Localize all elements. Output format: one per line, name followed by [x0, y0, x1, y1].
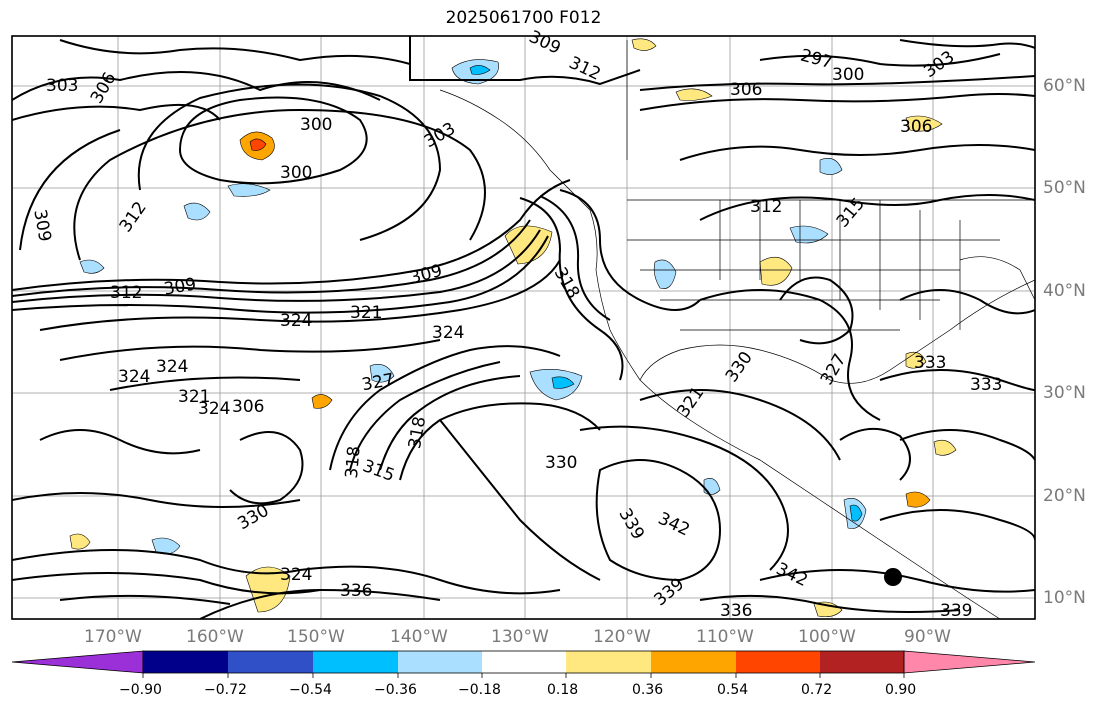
negative-area [183, 202, 211, 221]
contour-label: 312 [750, 197, 782, 217]
colorbar-tick-label: −0.36 [374, 682, 417, 698]
colorbar-tick-label: 0.90 [885, 682, 917, 698]
contour-label: 339 [940, 601, 972, 621]
contour-label: 324 [432, 323, 464, 343]
lon-label: 160°W [186, 627, 244, 647]
positive-area [311, 394, 333, 409]
contour-label: 336 [720, 601, 752, 621]
lon-label: 110°W [696, 627, 754, 647]
contour-lines [12, 36, 1035, 619]
lon-label: 120°W [593, 627, 651, 647]
colorbar-tick-label: −0.90 [119, 682, 162, 698]
contour-label: 321 [178, 387, 210, 407]
positive-area [905, 491, 931, 508]
negative-area [79, 259, 105, 274]
negative-area [849, 504, 863, 522]
lon-label: 130°W [491, 627, 549, 647]
colorbar-tick-label: 0.72 [801, 682, 833, 698]
colorbar-segment [143, 651, 228, 673]
negative-area [227, 183, 271, 197]
negative-area [369, 364, 395, 383]
coastlines [439, 40, 1035, 619]
lon-label: 100°W [798, 627, 856, 647]
lon-label: 140°W [390, 627, 448, 647]
colorbar-tick-label: −0.72 [204, 682, 247, 698]
positive-area [759, 256, 793, 286]
contour-label: 303 [46, 76, 78, 96]
map-frame [11, 35, 1036, 620]
colorbar-tick-label: 0.18 [547, 682, 579, 698]
contour-label: 324 [118, 367, 150, 387]
graticule [12, 36, 1035, 619]
lat-label: 60°N [1043, 76, 1086, 96]
contour-label: 300 [280, 163, 312, 183]
colorbar-segment [313, 651, 398, 673]
colorbar-tick-label: −0.54 [289, 682, 332, 698]
contour-label: 300 [832, 65, 864, 85]
negative-area [819, 158, 843, 175]
negative-area [703, 478, 721, 495]
positive-area [249, 138, 267, 151]
map-title: 2025061700 F012 [445, 8, 602, 28]
storm-marker [884, 568, 902, 586]
contour-label: 318 [342, 445, 365, 479]
positive-area [631, 38, 657, 51]
lat-label: 10°N [1043, 588, 1086, 608]
contour-label: 312 [110, 283, 142, 303]
positive-area [933, 439, 957, 456]
lat-label: 40°N [1043, 281, 1086, 301]
contour-label: 324 [280, 565, 312, 585]
lat-label: 50°N [1043, 178, 1086, 198]
colorbar-segment [736, 651, 820, 673]
lon-label: 150°W [287, 627, 345, 647]
colorbar-tick-label: 0.54 [717, 682, 749, 698]
colorbar-segment [566, 651, 651, 673]
positive-area [675, 88, 713, 101]
lat-label: 20°N [1043, 486, 1086, 506]
contour-label: 306 [900, 117, 932, 137]
contour-label: 336 [340, 581, 372, 601]
negative-area [469, 65, 491, 75]
shaded-areas [69, 38, 957, 618]
lon-label: 90°W [904, 627, 951, 647]
negative-area [551, 376, 575, 389]
colorbar-segment [820, 651, 904, 673]
contour-label: 324 [198, 399, 230, 419]
contour-label: 333 [970, 375, 1002, 395]
positive-area [245, 566, 291, 613]
colorbar-segment [228, 651, 313, 673]
colorbar [11, 650, 1036, 678]
negative-area [653, 259, 677, 289]
lon-label: 170°W [84, 627, 142, 647]
contour-label: 330 [545, 453, 577, 473]
contour-label: 321 [350, 303, 382, 323]
contour-label: 306 [232, 397, 264, 417]
contour-label: 333 [914, 353, 946, 373]
colorbar-tick-label: 0.36 [632, 682, 664, 698]
positive-area [905, 115, 943, 132]
contour-label: 324 [280, 311, 312, 331]
contour-label: 324 [156, 357, 188, 377]
positive-area [69, 533, 91, 550]
contour-label: 306 [730, 80, 762, 100]
colorbar-segment [398, 651, 482, 673]
colorbar-tick-label: −0.18 [458, 682, 501, 698]
colorbar-extend-left [11, 650, 144, 674]
colorbar-segment [482, 651, 566, 673]
colorbar-segment [651, 651, 736, 673]
lat-label: 30°N [1043, 383, 1086, 403]
colorbar-extend-right [903, 650, 1036, 674]
contour-label: 300 [300, 115, 332, 135]
negative-area [789, 225, 829, 244]
